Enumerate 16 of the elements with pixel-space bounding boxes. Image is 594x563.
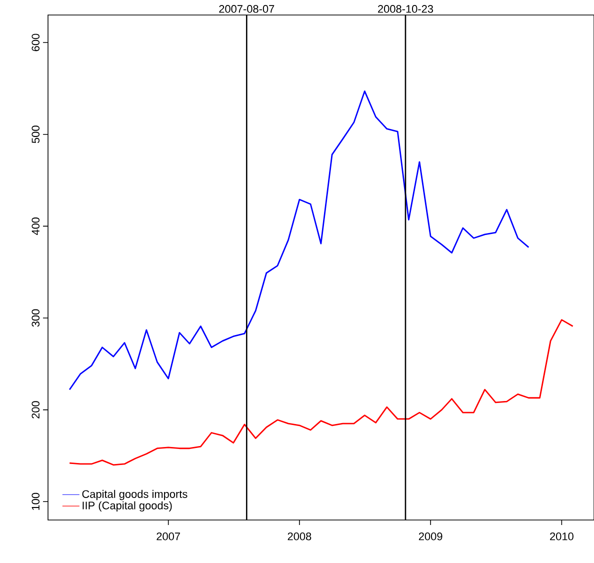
x-tick-label: 2007	[156, 532, 180, 540]
line-series	[68, 90, 530, 390]
x-tick-label: 2009	[418, 532, 442, 540]
y-tick-label: 500	[32, 126, 40, 144]
x-tick-label: 2008	[288, 532, 312, 540]
legend-label: Capital goods imports	[82, 490, 188, 500]
y-tick-label: 200	[32, 401, 40, 418]
y-tick-label: 600	[32, 34, 40, 52]
ref-line-label: 2008-10-23	[378, 5, 434, 13]
y-tick-label: 300	[32, 309, 40, 327]
line-series	[68, 319, 574, 466]
legend-label: IIP (Capital goods)	[82, 501, 172, 512]
ref-line-label: 2007-08-07	[219, 5, 274, 13]
y-tick-label: 100	[32, 492, 40, 510]
x-tick-label: 2010	[550, 532, 574, 540]
y-tick-label: 400	[32, 217, 40, 236]
